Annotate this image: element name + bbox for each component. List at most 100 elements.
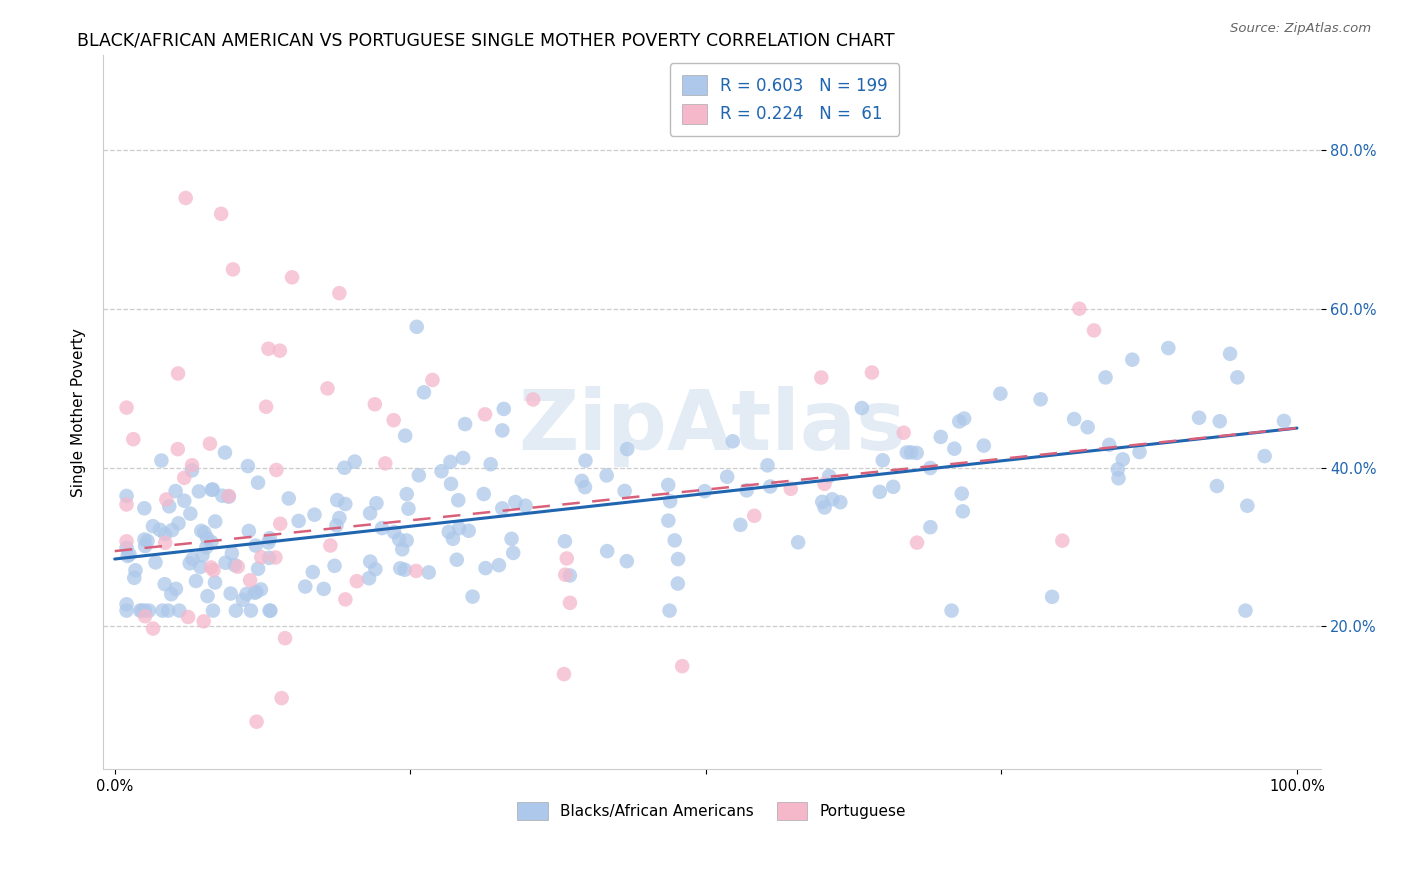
Point <box>882 480 904 494</box>
Point <box>735 483 758 498</box>
Point <box>335 592 357 607</box>
Point <box>138 604 160 618</box>
Point <box>657 478 679 492</box>
Point <box>214 445 236 459</box>
Point <box>446 552 468 566</box>
Point <box>666 576 689 591</box>
Point <box>195 531 218 545</box>
Point <box>522 392 544 407</box>
Point <box>166 442 188 456</box>
Point <box>439 455 461 469</box>
Point <box>118 548 141 562</box>
Point <box>659 494 682 508</box>
Point <box>190 524 212 538</box>
Point <box>304 508 326 522</box>
Point <box>896 445 918 459</box>
Point <box>115 604 138 618</box>
Point <box>124 563 146 577</box>
Text: Source: ZipAtlas.com: Source: ZipAtlas.com <box>1230 22 1371 36</box>
Point <box>1040 590 1063 604</box>
Point <box>239 604 262 618</box>
Point <box>554 567 576 582</box>
Point <box>323 558 346 573</box>
Point <box>319 539 342 553</box>
Point <box>389 561 412 575</box>
Point <box>257 535 280 549</box>
Point <box>326 493 349 508</box>
Point <box>250 550 273 565</box>
Point <box>558 568 581 582</box>
Point <box>1098 438 1121 452</box>
Point <box>136 533 159 548</box>
Point <box>405 319 427 334</box>
Point <box>941 604 963 618</box>
Point <box>671 659 693 673</box>
Point <box>200 535 222 549</box>
Point <box>160 523 183 537</box>
Point <box>174 191 197 205</box>
Point <box>441 532 464 546</box>
Point <box>165 484 187 499</box>
Point <box>716 469 738 483</box>
Point <box>266 463 288 477</box>
Point <box>134 609 156 624</box>
Point <box>398 501 420 516</box>
Point <box>134 501 156 516</box>
Point <box>343 454 366 468</box>
Point <box>616 554 638 568</box>
Point <box>371 521 394 535</box>
Point <box>948 414 970 428</box>
Point <box>115 541 138 555</box>
Point <box>142 519 165 533</box>
Point <box>953 411 976 425</box>
Point <box>422 373 444 387</box>
Point <box>115 498 138 512</box>
Point <box>312 582 335 596</box>
Point <box>294 580 316 594</box>
Point <box>1209 414 1232 428</box>
Point <box>515 499 537 513</box>
Point <box>474 408 496 422</box>
Point <box>905 535 928 549</box>
Point <box>657 514 679 528</box>
Point <box>157 500 180 514</box>
Point <box>505 495 527 509</box>
Point <box>270 691 292 706</box>
Point <box>173 471 195 485</box>
Point <box>418 566 440 580</box>
Point <box>257 342 280 356</box>
Point <box>165 582 187 596</box>
Point <box>395 533 418 548</box>
Point <box>201 483 224 497</box>
Point <box>193 525 215 540</box>
Point <box>721 434 744 449</box>
Point <box>335 497 357 511</box>
Point <box>173 493 195 508</box>
Point <box>239 573 262 587</box>
Point <box>920 461 942 475</box>
Point <box>558 596 581 610</box>
Point <box>131 604 153 618</box>
Point <box>388 533 411 547</box>
Point <box>1253 449 1275 463</box>
Point <box>1272 414 1295 428</box>
Point <box>134 539 156 553</box>
Point <box>246 714 269 729</box>
Point <box>181 458 204 473</box>
Point <box>391 542 413 557</box>
Point <box>454 417 477 431</box>
Point <box>860 366 883 380</box>
Point <box>328 286 350 301</box>
Point <box>457 524 479 538</box>
Text: BLACK/AFRICAN AMERICAN VS PORTUGUESE SINGLE MOTHER POVERTY CORRELATION CHART: BLACK/AFRICAN AMERICAN VS PORTUGUESE SIN… <box>77 31 896 49</box>
Point <box>1052 533 1074 548</box>
Point <box>122 432 145 446</box>
Point <box>325 518 347 533</box>
Point <box>222 262 245 277</box>
Point <box>693 484 716 499</box>
Point <box>821 492 844 507</box>
Point <box>474 561 496 575</box>
Point <box>1226 370 1249 384</box>
Point <box>238 524 260 538</box>
Point <box>1108 471 1130 485</box>
